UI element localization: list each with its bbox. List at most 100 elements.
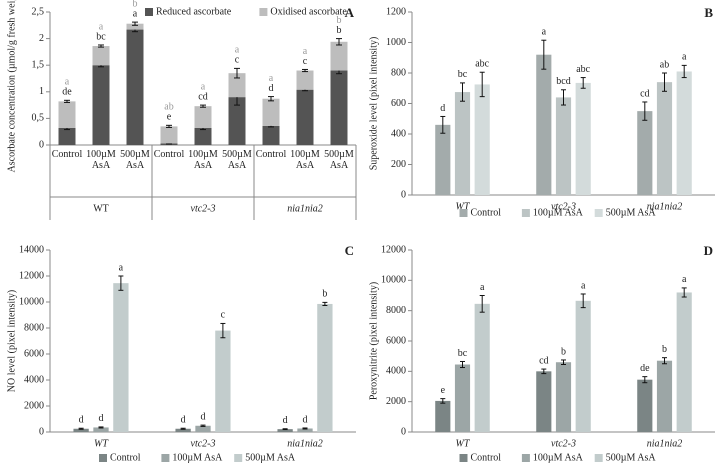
significance-letter: a [303, 46, 308, 57]
significance-letter: a [119, 262, 124, 273]
bar [93, 427, 109, 432]
y-tick-label: 400 [391, 128, 406, 139]
y-tick-label: 1 [39, 86, 44, 97]
legend-swatch [259, 8, 268, 16]
y-tick-label: 4000 [24, 374, 44, 385]
significance-letter: c [235, 55, 240, 66]
x-tick-label: nia1nia2 [287, 438, 323, 449]
x-tick-label: vtc2-3 [551, 201, 576, 212]
y-tick-label: 200 [391, 159, 406, 170]
legend-swatch [459, 209, 468, 217]
x-tick-label-box: Control [255, 149, 287, 160]
panel-label: A [345, 5, 355, 20]
legend-swatch [99, 454, 107, 462]
legend-label: Reduced ascorbate [156, 6, 232, 17]
legend-label: 100µM AsA [533, 452, 584, 463]
group-label: nia1nia2 [287, 203, 323, 214]
bar [454, 364, 471, 432]
bar-segment [58, 101, 76, 128]
y-tick-label: 0,5 [32, 113, 45, 124]
bar [73, 428, 89, 432]
significance-letter: a [480, 282, 485, 293]
significance-letter: a [581, 280, 586, 291]
bar [435, 124, 451, 195]
bar [454, 92, 471, 195]
y-tick-label: 10000 [19, 296, 44, 307]
x-tick-label: Control [51, 149, 83, 160]
bar [555, 362, 572, 432]
bar-segment [92, 65, 110, 145]
bar [215, 330, 231, 432]
x-tick-label: WT [456, 201, 471, 212]
y-tick-label: 2 [39, 33, 44, 44]
significance-letter: bc [458, 348, 468, 359]
significance-letter: abc [475, 59, 489, 70]
legend-swatch [459, 454, 468, 462]
bar-segment [330, 41, 348, 71]
legend-label: Control [471, 452, 502, 463]
legend-swatch [161, 454, 170, 462]
significance-letter: b [337, 15, 342, 26]
significance-letter: b [322, 289, 327, 300]
significance-letter: c [221, 310, 226, 321]
x-tick-label: vtc2-3 [551, 438, 576, 449]
significance-letter: b [133, 0, 138, 9]
x-tick-label: nia1nia2 [647, 201, 683, 212]
significance-letter: d [269, 83, 274, 94]
y-tick-label: 6000 [24, 348, 44, 359]
bar [637, 111, 653, 195]
bar [536, 54, 552, 196]
significance-letter: b [337, 25, 342, 36]
bar-segment [194, 127, 212, 145]
legend-label: 100µM AsA [172, 452, 223, 463]
bar [555, 97, 572, 195]
significance-letter: cd [640, 88, 649, 99]
x-tick-label-box: 100µM AsA [290, 149, 320, 171]
bar [113, 283, 129, 432]
significance-letter: b [662, 344, 667, 355]
bar-segment [262, 125, 280, 145]
bar [637, 379, 653, 432]
bar [656, 360, 673, 432]
significance-letter: b [561, 346, 566, 357]
y-tick-label: 0 [39, 426, 44, 437]
significance-letter: e [167, 112, 172, 123]
significance-letter: bcd [556, 76, 570, 87]
bar-segment [330, 70, 348, 145]
y-axis-label: Superoxide level (pixel intensity) [368, 37, 379, 171]
significance-letter: a [682, 274, 687, 285]
significance-letter: d [99, 413, 104, 424]
significance-letter: cd [539, 355, 548, 366]
y-tick-label: 0 [39, 139, 44, 150]
bar [435, 400, 451, 432]
legend-label: Control [471, 207, 502, 218]
legend-swatch [594, 209, 603, 217]
y-tick-label: 12000 [19, 270, 44, 281]
bar-segment [262, 98, 280, 126]
y-tick-label: 8000 [386, 305, 406, 316]
bar-segment [58, 127, 76, 145]
significance-letter: d [79, 415, 84, 426]
legend-label: Oxidised ascorbate [270, 6, 347, 17]
bar-segment [92, 46, 110, 66]
significance-letter: a [235, 45, 240, 56]
x-tick-label: Control [255, 149, 287, 160]
legend-label: Control [110, 452, 141, 463]
y-tick-label: 2000 [24, 400, 44, 411]
significance-letter: a [99, 21, 104, 32]
bar [676, 71, 692, 195]
bar-segment [126, 29, 144, 145]
legend-swatch [521, 454, 530, 462]
x-tick-label-box: 500µM AsA [120, 149, 150, 171]
bar-segment [228, 73, 246, 98]
significance-letter: ab [164, 102, 173, 113]
x-tick-label-box: Control [51, 149, 83, 160]
x-tick-label: WT [94, 438, 109, 449]
x-tick-label: nia1nia2 [647, 438, 683, 449]
significance-letter: a [542, 27, 547, 38]
significance-letter: d [303, 414, 308, 425]
y-tick-label: 1000 [386, 37, 406, 48]
y-tick-label: 12000 [381, 244, 406, 255]
bar [575, 82, 591, 195]
legend-label: 500µM AsA [606, 452, 657, 463]
